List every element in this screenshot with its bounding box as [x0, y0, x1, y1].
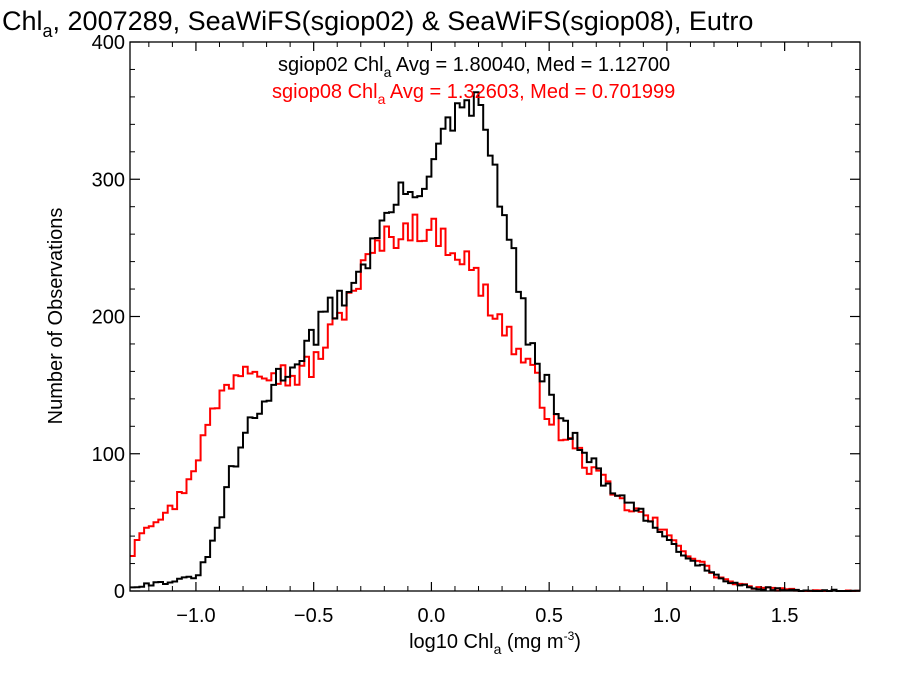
x-axis-label: log10 Chla (mg m-3) [409, 629, 581, 657]
y-tick-label: 200 [92, 307, 125, 329]
x-tick-label: 1.5 [771, 605, 799, 627]
series-sgiop02-histogram [130, 91, 860, 592]
annotation-sgiop08: sgiop08 Chla Avg = 1.32603, Med = 0.7019… [272, 81, 675, 107]
annotation-sgiop02: sgiop02 Chla Avg = 1.80040, Med = 1.1270… [278, 54, 670, 80]
x-tick-label: 0.0 [418, 605, 446, 627]
y-tick-label: 300 [92, 169, 125, 191]
x-tick-label: −1.0 [176, 605, 215, 627]
ticks-layer: −1.0 −0.5 0.0 0.5 1.0 1.5 0 100 200 300 400 [92, 32, 860, 627]
series-sgiop08-histogram [130, 213, 860, 592]
y-tick-label: 0 [114, 581, 125, 603]
x-tick-label: 1.0 [653, 605, 681, 627]
chart-title: Chla, 2007289, SeaWiFS(sgiop02) & SeaWiF… [2, 6, 753, 41]
x-tick-label: −0.5 [294, 605, 333, 627]
y-tick-label: 400 [92, 32, 125, 54]
x-tick-label: 0.5 [535, 605, 563, 627]
y-axis-label: Number of Observations [45, 208, 67, 425]
y-tick-label: 100 [92, 444, 125, 466]
series-layer [130, 91, 860, 592]
